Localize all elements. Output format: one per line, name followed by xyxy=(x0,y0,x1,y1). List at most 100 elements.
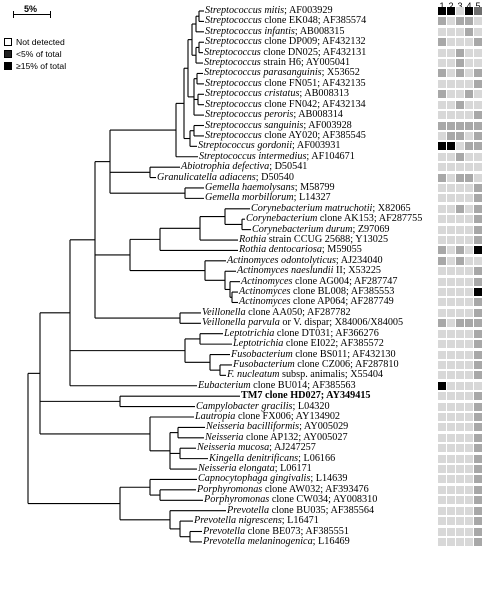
taxon-name: Granulicatella adiacens xyxy=(157,171,256,183)
abundance-cell xyxy=(456,111,464,120)
taxon-accession: ; AF003928 xyxy=(303,119,352,131)
taxon-label: Streptococcus mitis; AF003929 xyxy=(205,5,333,16)
abundance-cell xyxy=(447,392,455,401)
taxon-name: Rothia dentocariosa xyxy=(239,244,322,256)
taxon-name: Actinomyces xyxy=(239,286,291,298)
abundance-cell xyxy=(465,371,473,380)
taxon-name: TM7 clone HD027 xyxy=(241,390,321,402)
abundance-cell xyxy=(447,340,455,349)
abundance-cell xyxy=(438,454,446,463)
taxon-label: Neisseria elongata; L06171 xyxy=(198,463,312,474)
taxon-accession: clone DN025; AF432131 xyxy=(260,46,367,58)
taxon-accession: ; L14639 xyxy=(310,473,348,485)
taxon-accession: strain CCUG 25688; Y13025 xyxy=(266,234,389,246)
abundance-cell xyxy=(456,17,464,26)
taxon-accession: ; L14327 xyxy=(293,192,331,204)
taxon-accession: ; AY005029 xyxy=(299,421,349,433)
abundance-cell xyxy=(438,433,446,442)
abundance-cell xyxy=(456,298,464,307)
abundance-cell xyxy=(474,152,482,161)
abundance-cell xyxy=(474,194,482,203)
taxon-name: Leptotrichia xyxy=(224,327,275,339)
abundance-cell xyxy=(474,236,482,245)
abundance-cell xyxy=(438,79,446,88)
taxon-accession: clone AW032; AF393476 xyxy=(262,483,369,495)
abundance-cell xyxy=(447,371,455,380)
abundance-cell xyxy=(474,142,482,151)
abundance-cell xyxy=(456,340,464,349)
taxon-label: Prevotella clone BU035; AF385564 xyxy=(227,505,374,516)
taxon-name: F. nucleatum xyxy=(227,369,280,381)
abundance-cell xyxy=(456,100,464,109)
abundance-cell xyxy=(474,90,482,99)
abundance-cell xyxy=(474,444,482,453)
abundance-cell xyxy=(474,537,482,546)
taxon-name: Kingella denitrificans xyxy=(209,452,299,464)
taxon-name: Gemella haemolysans xyxy=(205,181,295,193)
abundance-cell xyxy=(474,79,482,88)
taxon-label: Streptococcus sanguinis; AF003928 xyxy=(205,120,352,131)
abundance-cell xyxy=(465,215,473,224)
taxon-accession: clone BL008; AF385553 xyxy=(290,286,395,298)
taxon-accession: II; X53225 xyxy=(333,265,382,277)
taxon-label: Lautropia clone FX006; AY134902 xyxy=(195,411,340,422)
abundance-cell xyxy=(456,225,464,234)
taxon-accession: ; AY349415 xyxy=(320,390,371,402)
abundance-cell xyxy=(438,69,446,78)
abundance-cell xyxy=(438,527,446,536)
taxon-name: Streptococcus parasanguinis xyxy=(204,67,322,79)
taxon-accession: ; AB008315 xyxy=(294,25,345,37)
abundance-cell xyxy=(465,454,473,463)
abundance-cell xyxy=(474,100,482,109)
abundance-cell xyxy=(474,298,482,307)
taxon-label: Corynebacterium matruchotii; X82065 xyxy=(251,203,411,214)
abundance-cell xyxy=(438,288,446,297)
abundance-cell xyxy=(456,204,464,213)
abundance-cell xyxy=(438,517,446,526)
taxon-name: Neisseria mucosa xyxy=(197,442,270,454)
abundance-cell xyxy=(447,412,455,421)
abundance-cell xyxy=(447,142,455,151)
abundance-cell xyxy=(474,288,482,297)
abundance-cell xyxy=(447,17,455,26)
abundance-cell xyxy=(456,256,464,265)
taxon-name: Abiotrophia defectiva xyxy=(181,161,270,173)
abundance-cell xyxy=(465,423,473,432)
abundance-cell xyxy=(438,298,446,307)
abundance-cell xyxy=(465,152,473,161)
abundance-cell xyxy=(438,121,446,130)
abundance-cell xyxy=(447,121,455,130)
taxon-accession: clone DT031; AF366276 xyxy=(274,327,379,339)
abundance-cell xyxy=(456,7,464,15)
abundance-cell xyxy=(465,475,473,484)
taxon-label: Leptotrichia clone EI022; AF385572 xyxy=(233,338,384,349)
abundance-cell xyxy=(465,527,473,536)
abundance-cell xyxy=(447,48,455,57)
abundance-cell xyxy=(447,298,455,307)
abundance-cell xyxy=(447,204,455,213)
abundance-cell xyxy=(438,485,446,494)
abundance-cell xyxy=(474,131,482,140)
legend-item-high: ≥15% of total xyxy=(4,60,66,72)
abundance-cell xyxy=(465,7,473,15)
abundance-cell xyxy=(438,236,446,245)
taxon-accession: ; X82065 xyxy=(372,202,411,214)
abundance-cell xyxy=(465,392,473,401)
abundance-cell xyxy=(438,360,446,369)
legend-swatch-low xyxy=(4,50,12,58)
abundance-cell xyxy=(465,360,473,369)
abundance-cell xyxy=(438,537,446,546)
abundance-cell xyxy=(456,27,464,36)
abundance-cell xyxy=(456,381,464,390)
abundance-cell xyxy=(456,163,464,172)
taxon-accession: clone BU014; AF385563 xyxy=(250,379,356,391)
taxon-accession: clone EI022; AF385572 xyxy=(283,338,384,350)
taxon-accession: ; Z97069 xyxy=(352,223,390,235)
abundance-cell xyxy=(456,537,464,546)
abundance-cell xyxy=(456,329,464,338)
abundance-cell xyxy=(447,465,455,474)
abundance-cell xyxy=(456,465,464,474)
taxon-label: Rothia dentocariosa; M59055 xyxy=(239,244,362,255)
